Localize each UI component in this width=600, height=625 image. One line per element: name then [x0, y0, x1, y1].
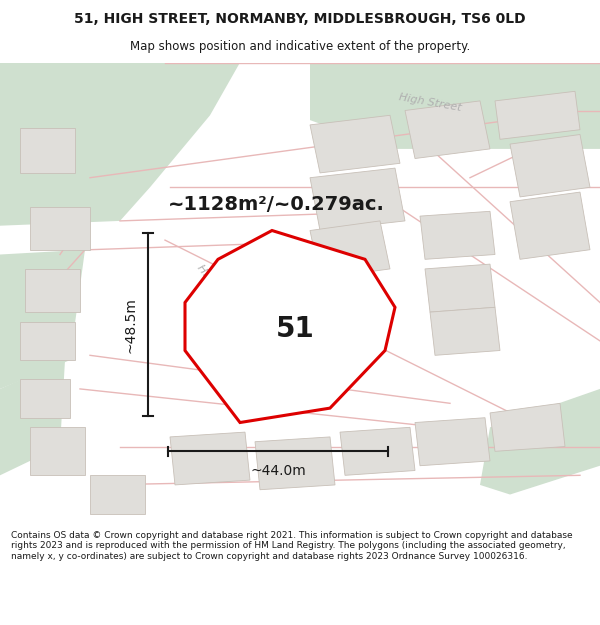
- Polygon shape: [0, 360, 65, 476]
- Polygon shape: [420, 211, 495, 259]
- Polygon shape: [340, 428, 415, 476]
- Polygon shape: [480, 389, 600, 494]
- Text: ~1128m²/~0.279ac.: ~1128m²/~0.279ac.: [168, 195, 385, 214]
- Polygon shape: [20, 127, 75, 173]
- Polygon shape: [25, 269, 80, 312]
- Text: ~48.5m: ~48.5m: [123, 297, 137, 352]
- Text: 51, HIGH STREET, NORMANBY, MIDDLESBROUGH, TS6 0LD: 51, HIGH STREET, NORMANBY, MIDDLESBROUGH…: [74, 12, 526, 26]
- Polygon shape: [430, 308, 500, 356]
- Polygon shape: [425, 264, 495, 312]
- Polygon shape: [405, 101, 490, 159]
- Polygon shape: [20, 379, 70, 418]
- Polygon shape: [255, 437, 335, 490]
- Polygon shape: [30, 428, 85, 476]
- Text: High Street: High Street: [398, 92, 462, 113]
- Polygon shape: [30, 206, 90, 250]
- Polygon shape: [0, 250, 85, 389]
- Polygon shape: [0, 62, 240, 226]
- Polygon shape: [185, 231, 395, 422]
- Polygon shape: [490, 403, 565, 451]
- Polygon shape: [310, 62, 600, 149]
- Polygon shape: [310, 168, 405, 231]
- Text: High Street: High Street: [194, 263, 241, 319]
- Polygon shape: [510, 134, 590, 197]
- Polygon shape: [310, 115, 400, 173]
- Polygon shape: [495, 91, 580, 139]
- Polygon shape: [510, 192, 590, 259]
- Polygon shape: [20, 322, 75, 360]
- Polygon shape: [170, 432, 250, 485]
- Text: Map shows position and indicative extent of the property.: Map shows position and indicative extent…: [130, 41, 470, 53]
- Text: Contains OS data © Crown copyright and database right 2021. This information is : Contains OS data © Crown copyright and d…: [11, 531, 572, 561]
- Polygon shape: [415, 418, 490, 466]
- Polygon shape: [90, 476, 145, 514]
- Text: Bridge Court: Bridge Court: [250, 373, 320, 401]
- Text: ~44.0m: ~44.0m: [250, 464, 306, 478]
- Text: 51: 51: [275, 316, 314, 343]
- Polygon shape: [310, 221, 390, 279]
